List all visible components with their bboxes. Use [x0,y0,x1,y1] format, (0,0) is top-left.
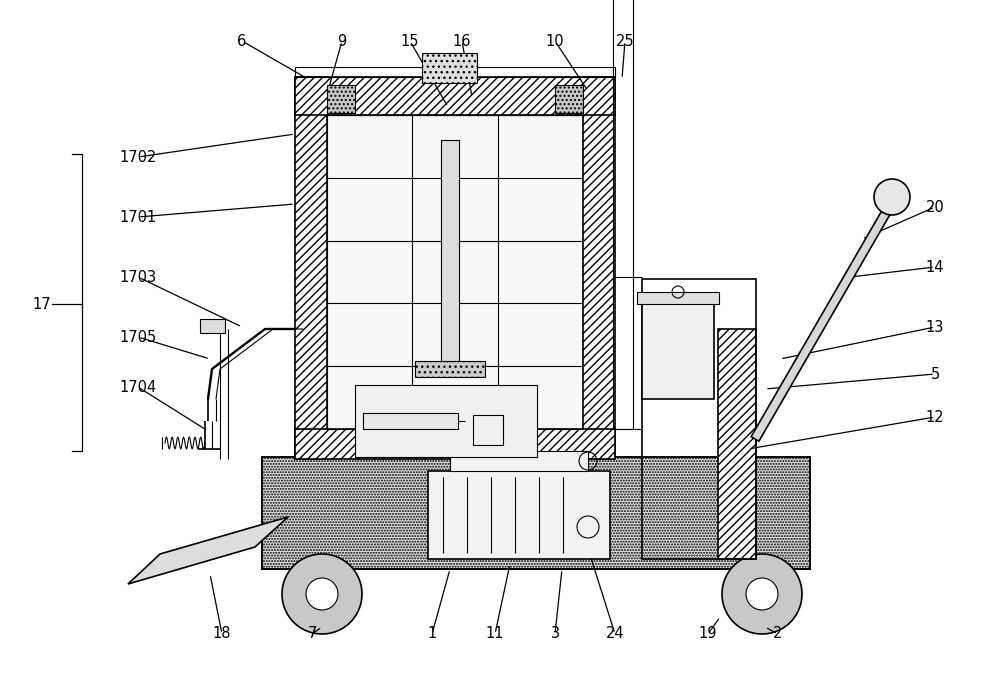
Bar [422,53,477,83]
Text: 1705: 1705 [119,329,157,344]
Polygon shape [751,207,892,441]
Bar [262,457,810,569]
Text: 16: 16 [453,34,471,48]
Bar [295,67,615,77]
Circle shape [746,578,778,610]
Bar [637,292,719,304]
Text: 3: 3 [550,626,560,641]
Text: 15: 15 [401,34,419,48]
Bar [363,413,458,429]
Bar [415,361,485,377]
Text: 9: 9 [337,34,347,48]
Text: 18: 18 [213,626,231,641]
Text: 13: 13 [926,320,944,334]
Text: 1702: 1702 [119,150,157,165]
Text: 14: 14 [926,260,944,274]
Bar [262,457,810,569]
Circle shape [874,179,910,215]
Bar [642,279,756,559]
Bar [473,415,503,445]
Bar [295,77,327,459]
Bar [555,85,583,113]
Text: 24: 24 [606,626,624,641]
Text: 17: 17 [33,296,51,311]
Text: 11: 11 [486,626,504,641]
Bar [428,471,610,559]
Text: 1703: 1703 [119,269,157,285]
Circle shape [722,554,802,634]
Text: 2: 2 [773,626,783,641]
Bar [441,140,459,369]
Bar [355,385,537,457]
Text: 5: 5 [930,367,940,382]
Bar [295,77,615,115]
Text: 20: 20 [926,200,944,214]
Bar [327,115,583,429]
Text: 7: 7 [307,626,317,641]
Text: 6: 6 [237,34,247,48]
Text: 12: 12 [926,409,944,424]
Text: 1701: 1701 [119,209,157,225]
Text: 19: 19 [699,626,717,641]
Text: 1: 1 [427,626,437,641]
Circle shape [306,578,338,610]
Bar [613,0,633,429]
Bar [642,304,714,399]
Bar [583,77,615,459]
Polygon shape [128,517,288,584]
Bar [327,85,355,113]
Text: 10: 10 [546,34,564,48]
Bar [718,329,756,559]
Bar [200,319,225,333]
Text: 1704: 1704 [119,380,157,395]
Bar [450,451,588,471]
Bar [295,429,615,459]
Circle shape [282,554,362,634]
Text: 25: 25 [616,34,634,48]
